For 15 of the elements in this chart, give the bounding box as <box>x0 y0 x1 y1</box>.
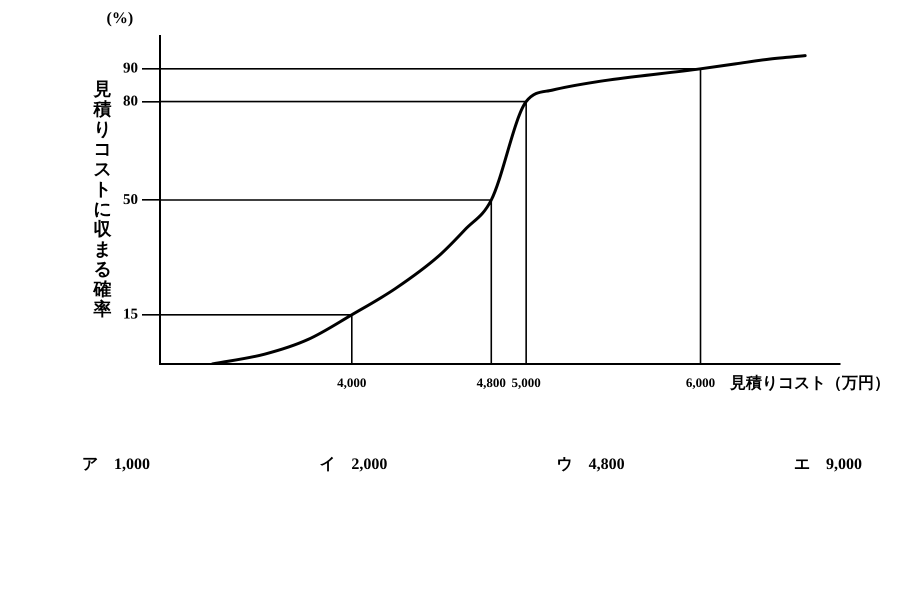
x-tick-label: 4,000 <box>337 375 366 390</box>
y-tick-label: 15 <box>123 306 138 323</box>
text: ア 1,000 <box>82 456 150 474</box>
y-tick-label: 50 <box>123 192 138 208</box>
x-tick-label: 5,000 <box>512 375 541 390</box>
x-tick-label: 6,000 <box>686 375 716 390</box>
text: 見積りコストに収まる確率 <box>94 79 112 320</box>
text: (%) <box>106 10 134 28</box>
text: エ 9,000 <box>794 456 862 474</box>
y-tick-label: 80 <box>123 93 138 110</box>
x-tick-label: 4,800 <box>476 375 506 390</box>
x-axis-title: 見積りコスト（万円） <box>730 373 890 392</box>
text: ウ 4,800 <box>556 456 625 474</box>
text: イ 2,000 <box>319 456 388 474</box>
y-tick-label: 90 <box>123 60 138 77</box>
